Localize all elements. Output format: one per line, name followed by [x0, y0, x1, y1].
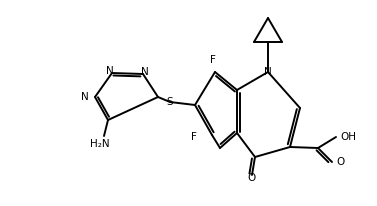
- Text: F: F: [191, 132, 197, 142]
- Text: O: O: [336, 157, 344, 167]
- Text: N: N: [81, 92, 89, 102]
- Text: N: N: [106, 66, 114, 76]
- Text: H₂N: H₂N: [90, 139, 110, 149]
- Text: O: O: [248, 173, 256, 183]
- Text: N: N: [264, 67, 272, 77]
- Text: F: F: [210, 55, 216, 65]
- Text: S: S: [167, 97, 173, 107]
- Text: OH: OH: [340, 132, 356, 142]
- Text: N: N: [141, 67, 149, 77]
